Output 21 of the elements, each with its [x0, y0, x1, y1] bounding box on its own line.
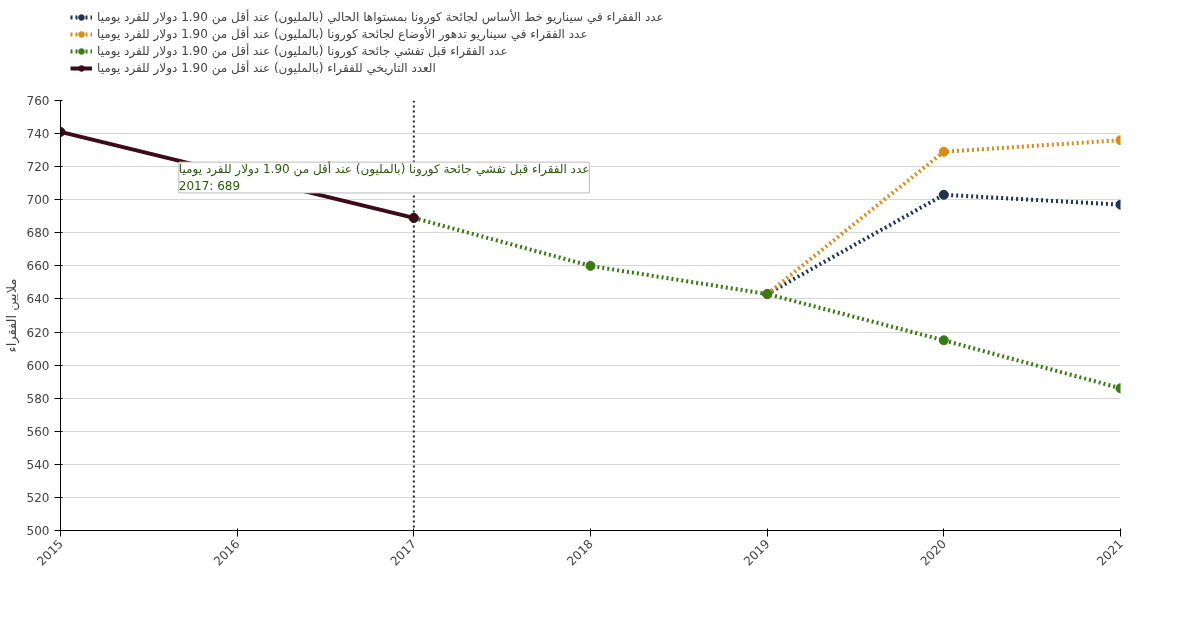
y-tick-label: 700 — [26, 193, 50, 208]
y-tick-label: 600 — [26, 358, 50, 373]
legend-label: عدد الفقراء في سيناريو خط الأساس لجائحة كورونا بمستواها الحالي (بالمليون) عند أقل من 1.90 دولار للفرد يوميا — [97, 10, 664, 24]
y-tick-label: 760 — [26, 94, 50, 108]
legend-label: العدد التاريخي للفقراء (بالمليون) عند أقل من 1.90 دولار للفرد يوميا — [97, 61, 436, 75]
y-tick-label: 560 — [26, 424, 50, 439]
y-tick-label: 580 — [26, 391, 50, 406]
point — [938, 335, 949, 346]
y-axis-title: ملايين الفقراء — [3, 278, 20, 353]
y-tick-label: 520 — [26, 490, 50, 505]
y-tick-label: 540 — [26, 457, 50, 472]
y-tick-label: 620 — [26, 325, 50, 340]
point — [585, 260, 596, 271]
legend-label: عدد الفقراء في سيناريو تدهور الأوضاع لجائحة كورونا (بالمليون) عند أقل من 1.90 دولار للفرد يوميا — [97, 27, 588, 41]
y-tick-label: 640 — [26, 292, 50, 307]
y-tick-label: 660 — [26, 259, 50, 274]
y-tick-label: 740 — [26, 127, 50, 142]
legend-label: عدد الفقراء قبل تفشي جائحة كورونا (بالمليون) عند أقل من 1.90 دولار للفرد يوميا — [97, 44, 508, 58]
y-tick-label: 720 — [26, 160, 50, 175]
y-tick-label: 500 — [26, 524, 50, 538]
y-tick-label: 680 — [26, 226, 50, 241]
